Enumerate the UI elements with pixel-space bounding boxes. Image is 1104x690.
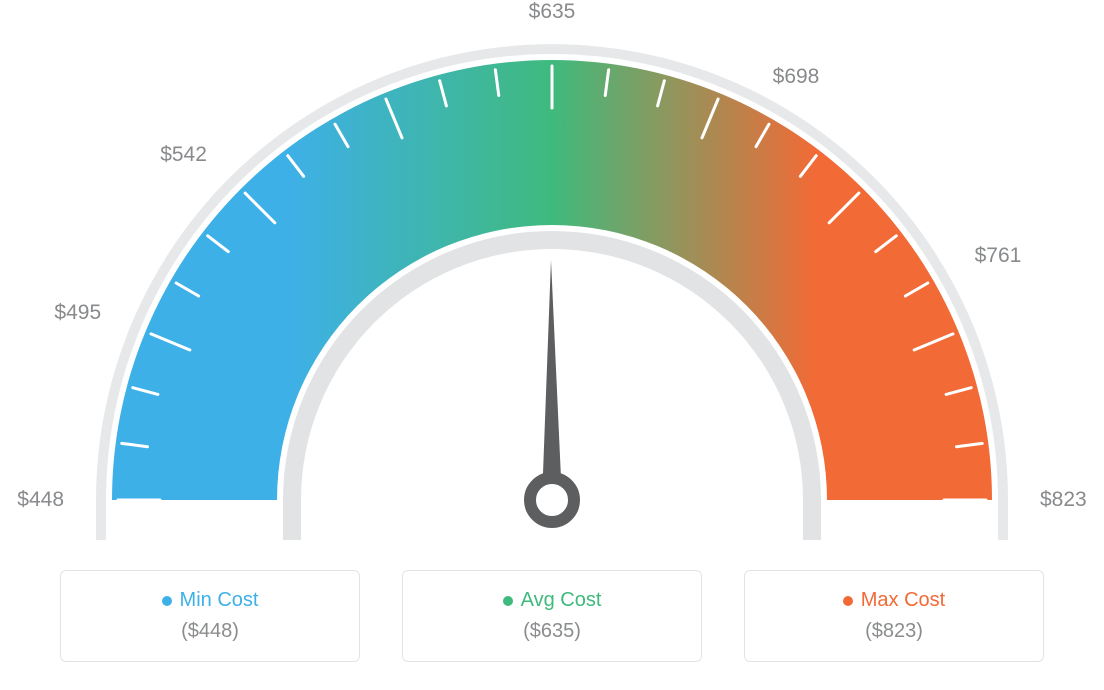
legend-min-label-row: Min Cost	[162, 589, 259, 612]
legend-max-value: ($823)	[865, 620, 923, 643]
legend-avg-value: ($635)	[523, 620, 581, 643]
legend-max-label-row: Max Cost	[843, 589, 945, 612]
gauge-tick-label: $448	[17, 488, 64, 512]
legend-max-box: Max Cost ($823)	[744, 570, 1044, 662]
gauge-tick-label: $542	[160, 143, 207, 167]
legend-avg-box: Avg Cost ($635)	[402, 570, 702, 662]
legend-avg-label: Avg Cost	[521, 589, 602, 612]
legend-min-dot	[162, 596, 172, 606]
gauge-tick-label: $823	[1040, 488, 1087, 512]
legend-row: Min Cost ($448) Avg Cost ($635) Max Cost…	[0, 570, 1104, 662]
gauge-tick-label: $761	[975, 244, 1022, 268]
gauge-svg	[0, 0, 1104, 560]
gauge-container: $448 $495 $542 $635 $698 $761 $823	[0, 0, 1104, 560]
gauge-tick-label: $698	[773, 65, 820, 89]
legend-max-label: Max Cost	[861, 589, 945, 612]
legend-avg-label-row: Avg Cost	[503, 589, 602, 612]
legend-min-box: Min Cost ($448)	[60, 570, 360, 662]
legend-avg-dot	[503, 596, 513, 606]
gauge-tick-label: $495	[54, 301, 101, 325]
legend-max-dot	[843, 596, 853, 606]
legend-min-value: ($448)	[181, 620, 239, 643]
gauge-tick-label: $635	[529, 0, 576, 24]
legend-min-label: Min Cost	[180, 589, 259, 612]
